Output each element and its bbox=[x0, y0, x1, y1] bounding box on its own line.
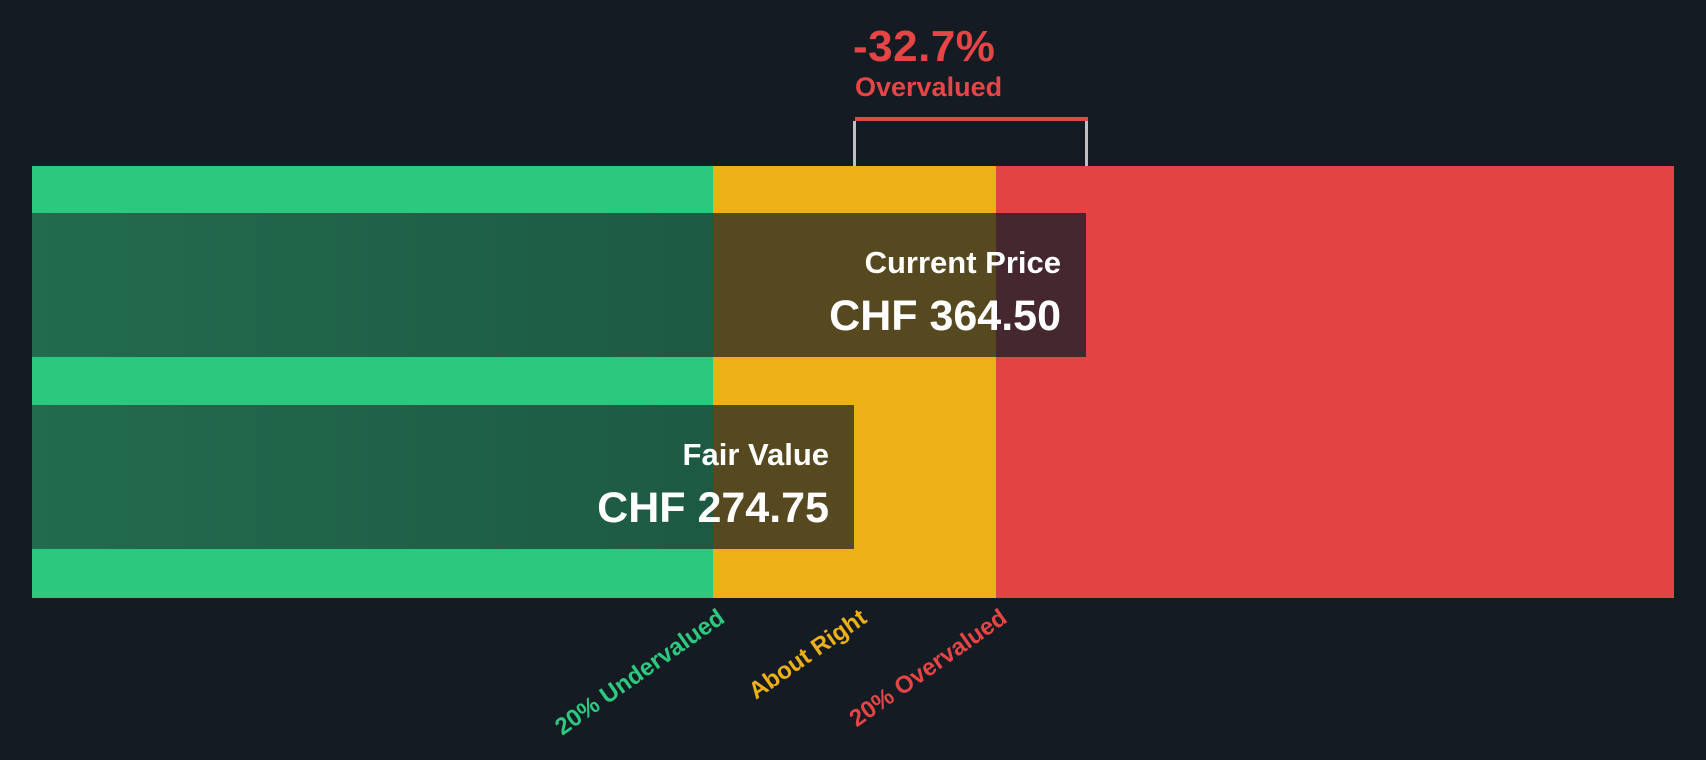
current-row-amber-segment bbox=[713, 213, 996, 357]
axis-label-undervalued: 20% Undervalued bbox=[550, 604, 730, 741]
current-row-green-segment bbox=[32, 213, 713, 357]
current-price-label: Current Price bbox=[864, 245, 1061, 280]
fair-row-amber-segment bbox=[713, 405, 854, 549]
axis-label-about-right: About Right bbox=[743, 604, 872, 705]
fair-value-label: Fair Value bbox=[682, 437, 829, 472]
zone-overvalued bbox=[996, 166, 1674, 598]
fair-value-value: CHF 274.75 bbox=[597, 484, 829, 532]
current-price-value: CHF 364.50 bbox=[829, 292, 1061, 340]
fair-value-group: Fair Value CHF 274.75 bbox=[597, 437, 829, 533]
current-price-group: Current Price CHF 364.50 bbox=[829, 245, 1061, 341]
comparison-bracket bbox=[855, 117, 1088, 121]
fair-row-green-segment bbox=[32, 405, 713, 549]
fair-value-row-overlay bbox=[32, 405, 854, 549]
current-row-red-segment bbox=[996, 213, 1086, 357]
verdict-label: Overvalued bbox=[855, 72, 1003, 102]
discount-percentage: -32.7% bbox=[853, 22, 996, 71]
valuation-bar bbox=[32, 166, 1674, 598]
current-price-row-overlay bbox=[32, 213, 1086, 357]
